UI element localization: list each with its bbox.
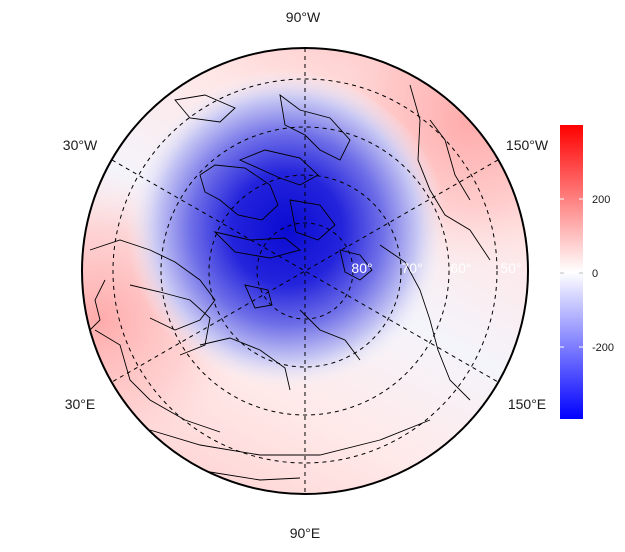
lon-label-lower-right: 150°E <box>508 396 546 412</box>
lat-label-50: 50° <box>500 260 521 276</box>
colorbar-ramp <box>560 125 583 419</box>
lat-circle-80 <box>256 222 354 320</box>
lat-label-60: 60° <box>450 260 471 276</box>
graticule <box>111 48 499 494</box>
lon-label-lower-left: 30°E <box>65 396 96 412</box>
lon-label-top: 90°W <box>286 9 321 25</box>
map-boundary <box>81 47 529 495</box>
lat-circle-60 <box>160 126 450 416</box>
colorbar-tick-label: 200 <box>592 194 610 206</box>
colorbar: 200 0 -200 <box>560 125 614 419</box>
lon-label-upper-right: 150°W <box>506 137 549 153</box>
colorbar-tick-label: 0 <box>592 268 598 280</box>
lon-label-bottom: 90°E <box>290 525 321 541</box>
meridian-150 <box>111 159 499 383</box>
anomaly-field <box>82 48 528 494</box>
meridian-30 <box>111 159 499 383</box>
lon-label-upper-left: 30°W <box>63 137 98 153</box>
lat-circle-70 <box>208 174 402 368</box>
lat-circle-50 <box>112 78 498 464</box>
lat-label-70: 70° <box>401 260 422 276</box>
colorbar-tick-label: -200 <box>592 342 614 354</box>
lat-label-80: 80° <box>351 260 372 276</box>
